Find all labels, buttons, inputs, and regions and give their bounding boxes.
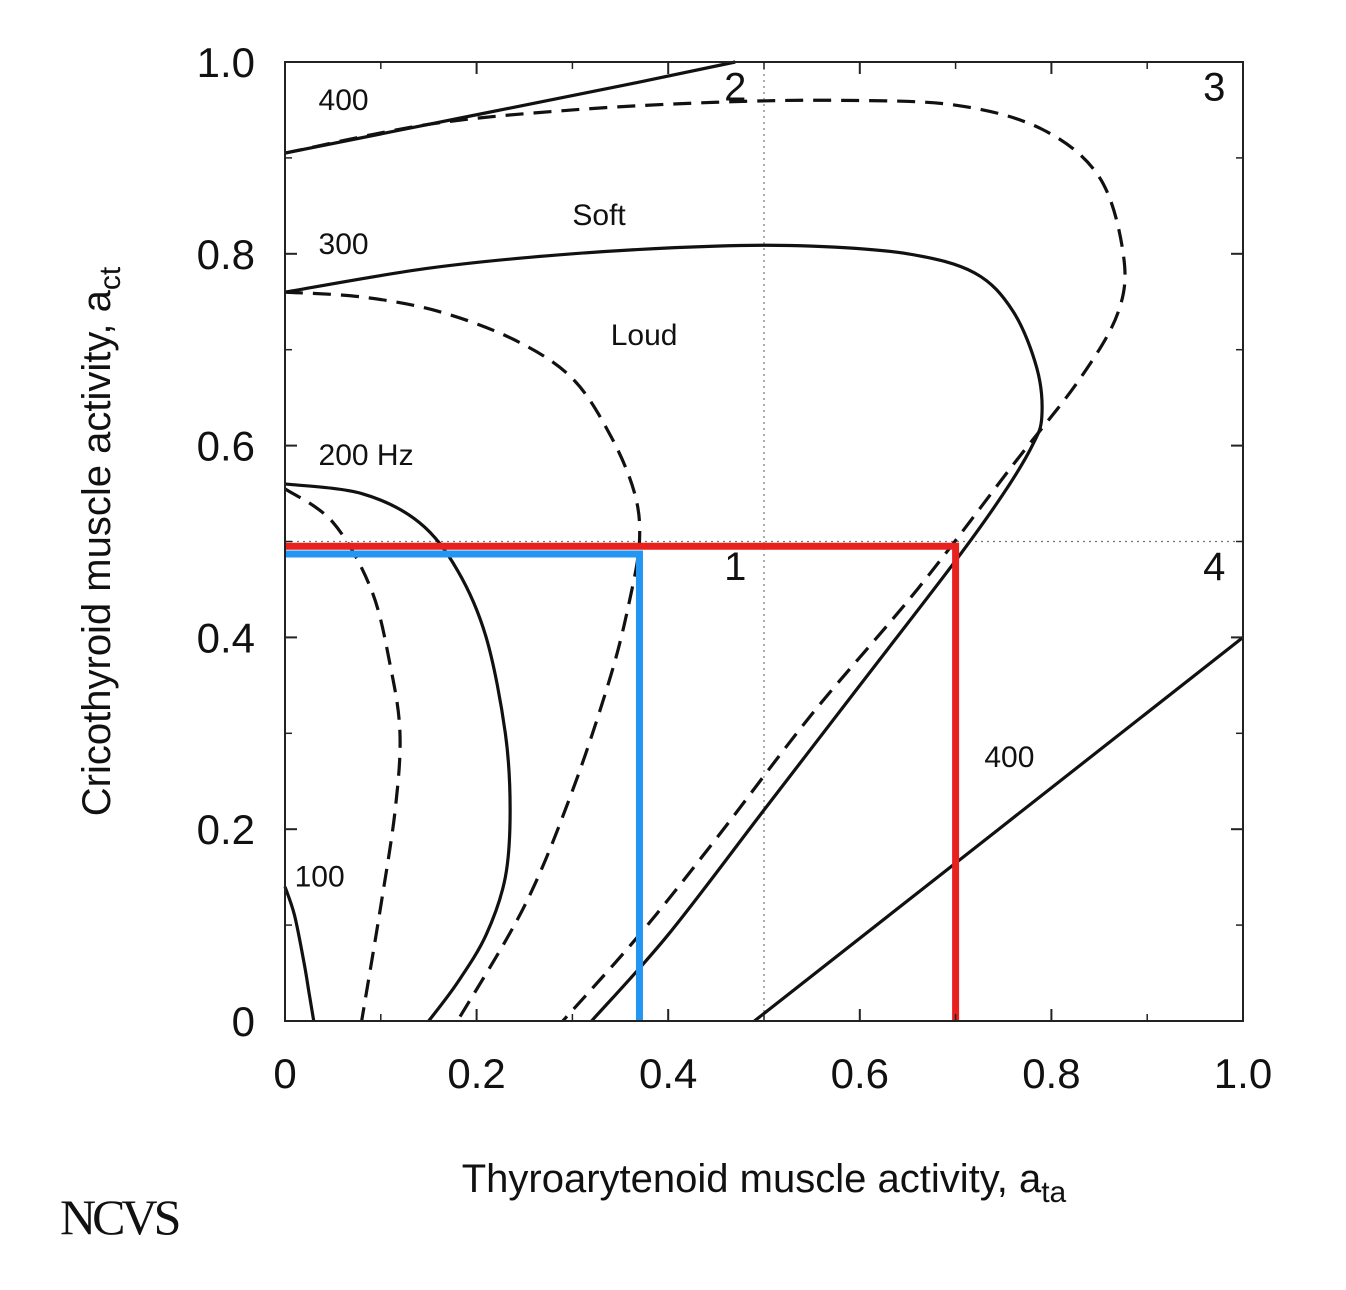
x-tick-label: 0.4: [639, 1050, 697, 1097]
x-tick-label: 1.0: [1214, 1050, 1272, 1097]
x-tick-label: 0.2: [447, 1050, 505, 1097]
highlight-line-2: [285, 550, 643, 1021]
series-curve-3-dashed: [284, 487, 402, 1022]
series-curve-8-solid: [753, 636, 1244, 1023]
quadrant-label: 4: [1203, 545, 1225, 589]
y-tick-label: 0: [232, 998, 255, 1045]
highlight-layer: [285, 542, 960, 1021]
highlight-line-1: [285, 542, 960, 1021]
quadrant-label: 2: [724, 65, 746, 109]
y-tick-label: 0.6: [197, 423, 255, 470]
curve-label: Loud: [611, 319, 678, 352]
curve-label: 400: [319, 84, 369, 117]
series-curve-6-solid: [284, 60, 736, 155]
curve-label: 300: [319, 228, 369, 261]
x-tick-label: 0.6: [831, 1050, 889, 1097]
series-curve-2-solid: [284, 482, 512, 1022]
tick-layer: 0 0.2 0.4 0.6 0.8 1.0 0 0.2 0.4 0.6 0.8 1.0: [197, 39, 1273, 1097]
curve-label: Soft: [572, 199, 626, 232]
y-tick-label: 0.4: [197, 614, 255, 661]
quadrant-label: 3: [1203, 65, 1225, 109]
series-curve-7-dashed: [284, 98, 1127, 1023]
series-curve-1-solid: [283, 886, 316, 1022]
plot-frame: [284, 61, 1244, 1022]
x-tick-label: 0.8: [1022, 1050, 1080, 1097]
series-curve-4-solid: [284, 243, 1044, 1023]
ncvs-logo: NCVS: [60, 1189, 181, 1245]
y-axis-label: Cricothyroid muscle activity, act: [75, 266, 127, 816]
y-tick-label: 0.2: [197, 806, 255, 853]
label-layer: 400 300 200 Hz 100 Soft Loud 400 1 2 3 4: [295, 65, 1226, 893]
curve-label: 400: [984, 741, 1034, 774]
quadrant-label: 1: [724, 545, 746, 589]
reference-lines: [285, 62, 1243, 1021]
series-curve-5-dashed: [284, 290, 642, 1022]
x-tick-label: 0: [273, 1050, 296, 1097]
y-tick-label: 0.8: [197, 231, 255, 278]
series-layer: [283, 60, 1244, 1023]
y-tick-label: 1.0: [197, 39, 255, 86]
curve-label: 100: [295, 861, 345, 894]
curve-label: 200 Hz: [319, 439, 414, 472]
x-axis-label: Thyroarytenoid muscle activity, ata: [462, 1157, 1067, 1209]
